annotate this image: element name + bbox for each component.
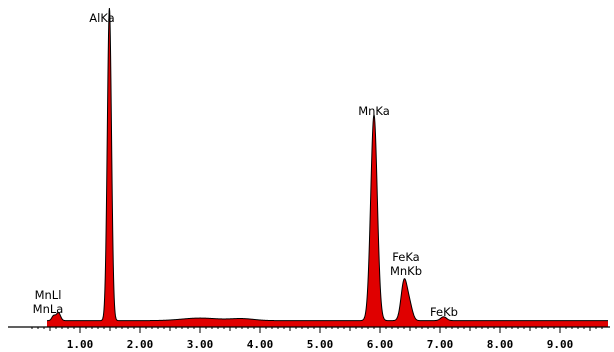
x-tick-label: 8.00 (487, 338, 514, 351)
peak-label-feka-1: MnKb (390, 264, 422, 278)
x-tick-label: 1.00 (67, 338, 94, 351)
x-tick-label: 3.00 (187, 338, 214, 351)
x-tick-label: 2.00 (127, 338, 154, 351)
x-tick-label: 6.00 (367, 338, 394, 351)
x-tick-label: 5.00 (307, 338, 334, 351)
x-tick-label: 4.00 (247, 338, 274, 351)
x-tick-label: 7.00 (427, 338, 454, 351)
peak-label-mnka-0: MnKa (358, 104, 390, 118)
peak-label-mnll-1: MnLa (33, 302, 64, 316)
peak-label-alka-0: AlKa (89, 11, 114, 25)
spectrum-outline (47, 7, 608, 322)
peak-label-feka-0: FeKa (392, 250, 419, 264)
spectrum-layer (47, 7, 608, 327)
peak-label-fekb-0: FeKb (430, 305, 458, 319)
x-tick-label: 9.00 (547, 338, 574, 351)
x-axis-ticks: 1.00 2.00 3.00 4.00 5.00 6.00 7.00 8.00 9.00 (31, 327, 603, 351)
spectrum-area (47, 8, 608, 327)
peak-label-mnll-0: MnLl (35, 288, 62, 302)
